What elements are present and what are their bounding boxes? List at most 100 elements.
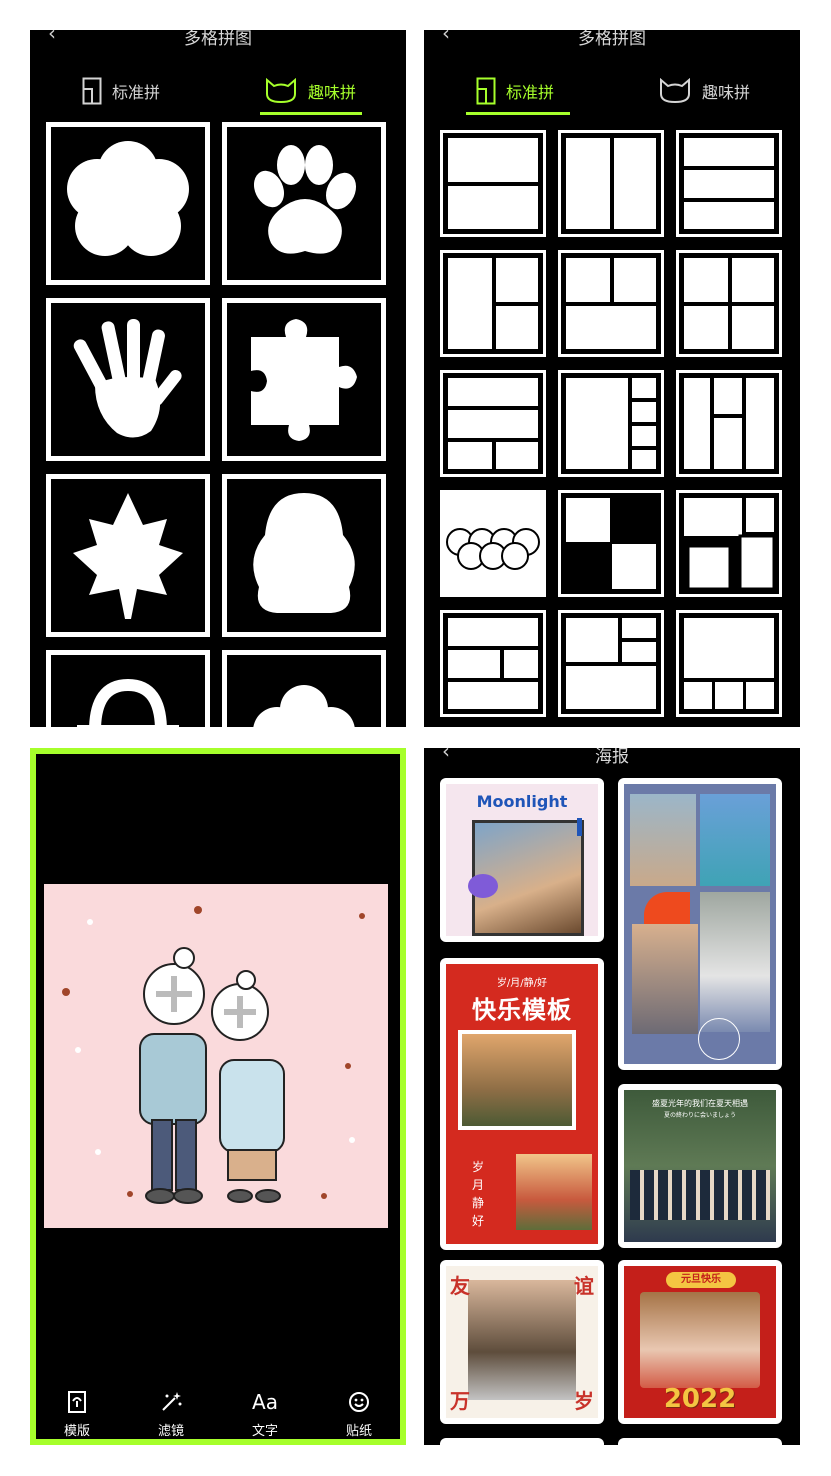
poster-partial-left[interactable]	[440, 1438, 604, 1445]
poster-partial-right[interactable]	[618, 1438, 782, 1445]
standard-layout-icon	[476, 77, 496, 105]
shape-puzzle[interactable]	[222, 298, 386, 461]
poster-collage-circle	[698, 1018, 740, 1060]
shape-bag[interactable]	[46, 650, 210, 727]
shape-flower[interactable]	[46, 122, 210, 285]
poster-friend-bl: 万	[450, 1389, 470, 1413]
layout-preview-icon	[684, 378, 774, 469]
hand-shape-icon	[73, 319, 182, 438]
shape-paw[interactable]	[222, 122, 386, 285]
poster-happy-template[interactable]: 岁/月/静/好 快乐模板 岁月静好	[440, 958, 604, 1250]
flower-shape-icon	[67, 141, 189, 256]
tab-fun[interactable]: 趣味拼	[264, 74, 356, 108]
poster-newyear-banner: 元旦快乐	[666, 1272, 736, 1288]
layout-rows-with-split[interactable]	[440, 370, 546, 477]
layout-2-horizontal[interactable]	[440, 130, 546, 237]
poster-moonlight-bar	[577, 818, 582, 836]
tab-standard-label: 标准拼	[506, 83, 555, 102]
tool-filter[interactable]: 滤镜	[131, 1388, 211, 1439]
layout-3-rows[interactable]	[676, 130, 782, 237]
tool-sticker-label: 贴纸	[345, 1423, 372, 1439]
standard-layout-icon	[82, 77, 102, 105]
layout-top-big-bottom-three[interactable]	[676, 610, 782, 717]
selection-frame	[30, 748, 406, 1445]
poster-friendship[interactable]: 友 谊 万 岁	[440, 1260, 604, 1424]
shape-penguin[interactable]	[222, 474, 386, 637]
poster-grad-line1: 盛夏光年的我们在夏天相遇	[652, 1099, 748, 1108]
back-icon[interactable]: ‹	[442, 748, 450, 763]
poster-photo-collage[interactable]	[618, 778, 782, 1070]
back-icon[interactable]: ‹	[442, 30, 450, 45]
tab-standard-label: 标准拼	[112, 83, 161, 102]
editor-toolbar: 模版 滤镜 Aa 文字 贴纸	[30, 1381, 406, 1445]
poster-grad-group	[630, 1170, 770, 1220]
olympic-rings-icon	[446, 528, 540, 570]
layout-columns-mixed[interactable]	[676, 370, 782, 477]
poster-newyear-photo	[640, 1292, 760, 1388]
poster-screen: ‹ 海报 Moonlight 岁/月/静/好 快乐模板 岁月静好	[424, 748, 800, 1445]
layout-checker[interactable]	[558, 490, 664, 597]
layout-preview-icon	[684, 258, 774, 349]
active-tab-underline	[260, 112, 362, 115]
active-tab-underline	[466, 112, 570, 115]
poster-moonlight-accent	[468, 874, 498, 898]
shape-hand[interactable]	[46, 298, 210, 461]
layout-top-mixed[interactable]	[558, 610, 664, 717]
layout-2-vertical[interactable]	[558, 130, 664, 237]
couple-illustration	[62, 906, 365, 1204]
tab-standard[interactable]: 标准拼	[82, 74, 160, 108]
layout-rows-split-middle[interactable]	[440, 610, 546, 717]
layout-left-big-right-four[interactable]	[558, 370, 664, 477]
page-title: 多格拼图	[184, 30, 252, 49]
layout-preview-icon	[566, 498, 656, 589]
back-icon[interactable]: ‹	[48, 30, 56, 45]
tool-filter-label: 滤镜	[157, 1423, 184, 1439]
layout-preview-icon	[566, 378, 656, 469]
editor-screen: 模版 滤镜 Aa 文字 贴纸	[30, 748, 406, 1445]
poster-friend-br: 岁	[574, 1389, 594, 1413]
sticker-smiley-icon	[348, 1388, 370, 1416]
tab-standard[interactable]: 标准拼	[476, 74, 554, 108]
layout-preview-icon	[684, 498, 776, 591]
layout-preview-icon	[448, 378, 538, 469]
puzzle-piece-icon	[251, 319, 357, 441]
poster-happy-title: 快乐模板	[472, 996, 572, 1024]
poster-friend-tl: 友	[450, 1274, 470, 1298]
layout-preview-icon	[448, 138, 538, 229]
layout-preview-icon	[448, 618, 538, 709]
tab-fun[interactable]: 趣味拼	[658, 74, 750, 108]
tool-template[interactable]: 模版	[37, 1388, 117, 1439]
tab-fun-label: 趣味拼	[308, 83, 357, 102]
filter-wand-icon	[159, 1388, 183, 1416]
poster-moonlight[interactable]: Moonlight	[440, 778, 604, 942]
poster-collage-photo4	[700, 892, 770, 1032]
collage-canvas[interactable]	[44, 884, 388, 1228]
shape-cloud[interactable]	[222, 650, 386, 727]
poster-happy-header: 岁/月/静/好	[496, 978, 548, 989]
layout-top-two-bottom-one[interactable]	[558, 250, 664, 357]
fun-collage-screen: ‹ 多格拼图 标准拼 趣味拼	[30, 30, 406, 727]
layout-preview-icon	[684, 138, 774, 229]
poster-new-year[interactable]: 元旦快乐 2022	[618, 1260, 782, 1424]
layout-left-big-right-two[interactable]	[440, 250, 546, 357]
penguin-shape-icon	[253, 493, 355, 613]
cat-face-icon	[660, 78, 690, 104]
tool-text[interactable]: Aa 文字	[225, 1388, 305, 1439]
template-icon	[67, 1388, 87, 1416]
tool-sticker[interactable]: 贴纸	[319, 1388, 399, 1439]
page-title: 多格拼图	[578, 30, 646, 49]
poster-graduation[interactable]: 盛夏光年的我们在夏天相遇 夏の終わりに会いましょう	[618, 1084, 782, 1248]
standard-collage-screen: ‹ 多格拼图 标准拼 趣味拼	[424, 30, 800, 727]
poster-newyear-year: 2022	[663, 1384, 737, 1414]
maple-leaf-icon	[73, 493, 183, 619]
layout-preview-icon	[448, 258, 538, 349]
shape-maple-leaf[interactable]	[46, 474, 210, 637]
tool-text-label: 文字	[251, 1423, 278, 1439]
poster-moonlight-title: Moonlight	[476, 792, 568, 811]
page-title: 海报	[595, 748, 629, 767]
layout-four-grid[interactable]	[676, 250, 782, 357]
layout-overlapping[interactable]	[676, 490, 782, 597]
tab-fun-label: 趣味拼	[702, 83, 751, 102]
layout-olympic-rings[interactable]	[440, 490, 546, 597]
cat-face-icon	[266, 78, 296, 104]
